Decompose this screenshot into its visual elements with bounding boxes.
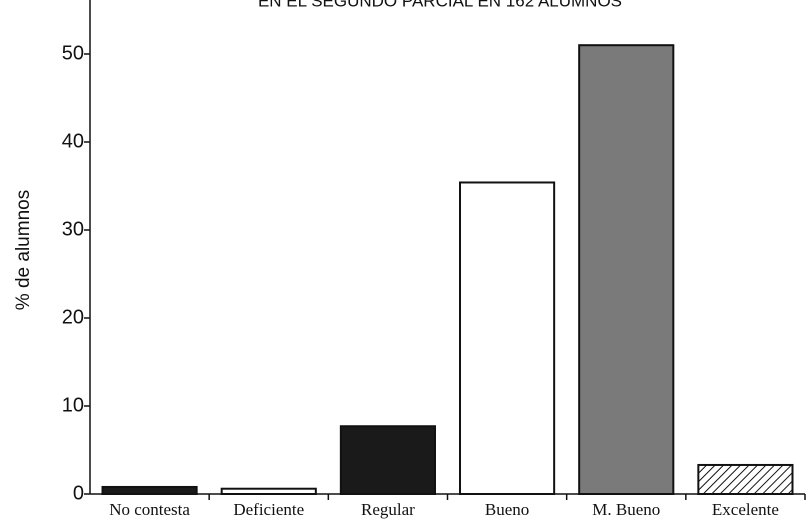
x-tick-label: Bueno <box>485 500 529 519</box>
bar <box>459 181 556 495</box>
y-tick-label: 10 <box>62 394 84 416</box>
y-tick-label: 0 <box>73 482 84 504</box>
y-tick-label: 30 <box>62 218 84 240</box>
x-tick-label: No contesta <box>109 500 190 519</box>
x-tick-label: Deficiente <box>233 500 304 519</box>
x-tick-label: Regular <box>361 500 415 519</box>
y-tick-label: 40 <box>62 130 84 152</box>
bar <box>578 44 675 495</box>
y-tick-label: 50 <box>62 42 84 64</box>
x-tick-label: Excelente <box>712 500 779 519</box>
chart-title: EN EL SEGUNDO PARCIAL EN 162 ALUMNOS <box>258 0 622 10</box>
bar <box>697 463 794 495</box>
bar <box>101 485 198 495</box>
bar <box>339 425 436 495</box>
y-tick-label: 20 <box>62 306 84 328</box>
y-axis-label: % de alumnos <box>13 190 34 310</box>
x-tick-label: M. Bueno <box>592 500 660 519</box>
bar <box>220 487 317 496</box>
